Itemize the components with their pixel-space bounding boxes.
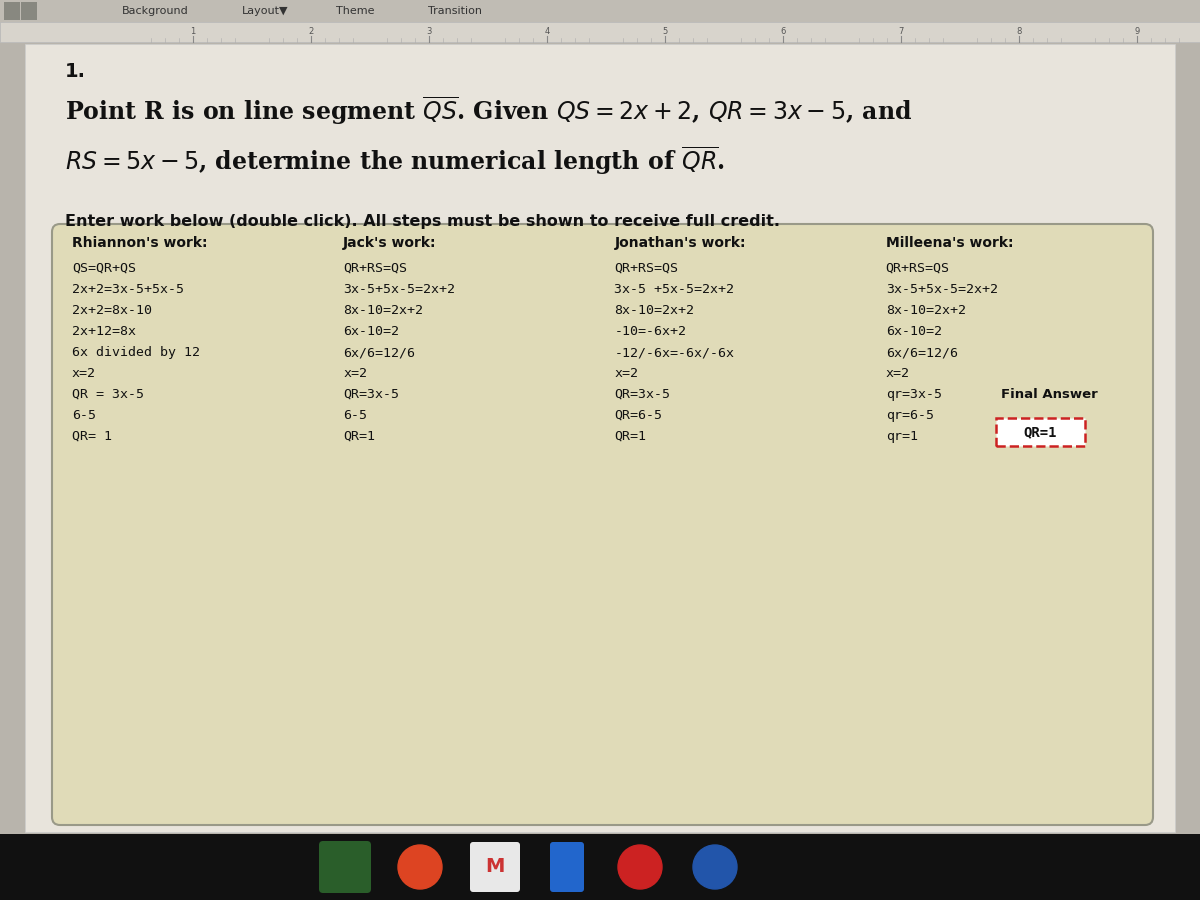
Text: x=2: x=2 <box>614 367 638 380</box>
Text: Enter work below (double click). All steps must be shown to receive full credit.: Enter work below (double click). All ste… <box>65 214 780 229</box>
Text: 2x+2=8x-10: 2x+2=8x-10 <box>72 304 152 317</box>
Text: 3x-5+5x-5=2x+2: 3x-5+5x-5=2x+2 <box>886 283 997 296</box>
FancyBboxPatch shape <box>470 842 520 892</box>
Text: QS=QR+QS: QS=QR+QS <box>72 262 136 275</box>
Text: QR=3x-5: QR=3x-5 <box>343 388 400 401</box>
Text: QR=3x-5: QR=3x-5 <box>614 388 671 401</box>
Text: 1.: 1. <box>65 62 86 81</box>
Text: Background: Background <box>121 6 188 16</box>
Text: -10=-6x+2: -10=-6x+2 <box>614 325 686 338</box>
FancyBboxPatch shape <box>319 841 371 893</box>
Text: -12/-6x=-6x/-6x: -12/-6x=-6x/-6x <box>614 346 734 359</box>
Text: 9: 9 <box>1134 26 1140 35</box>
Text: qr=3x-5: qr=3x-5 <box>886 388 942 401</box>
Text: Jack's work:: Jack's work: <box>343 236 437 250</box>
Text: Jonathan's work:: Jonathan's work: <box>614 236 746 250</box>
Text: 6: 6 <box>780 26 786 35</box>
FancyBboxPatch shape <box>0 22 1200 42</box>
Text: Layout▼: Layout▼ <box>241 6 288 16</box>
Text: x=2: x=2 <box>343 367 367 380</box>
FancyBboxPatch shape <box>0 0 1200 22</box>
Text: 3x-5+5x-5=2x+2: 3x-5+5x-5=2x+2 <box>343 283 455 296</box>
FancyBboxPatch shape <box>22 2 37 20</box>
Text: Point R is on line segment $\overline{QS}$. Given $QS = 2x+2$, $QR = 3x-5$, and: Point R is on line segment $\overline{QS… <box>65 94 912 127</box>
Text: QR=1: QR=1 <box>343 430 376 443</box>
Text: 6x-10=2: 6x-10=2 <box>343 325 400 338</box>
Text: $RS = 5x-5$, determine the numerical length of $\overline{QR}$.: $RS = 5x-5$, determine the numerical len… <box>65 144 725 176</box>
Text: 8: 8 <box>1016 26 1021 35</box>
Text: 3x-5 +5x-5=2x+2: 3x-5 +5x-5=2x+2 <box>614 283 734 296</box>
Text: 6-5: 6-5 <box>343 409 367 422</box>
FancyBboxPatch shape <box>550 842 584 892</box>
Text: 8x-10=2x+2: 8x-10=2x+2 <box>886 304 966 317</box>
Text: QR+RS=QS: QR+RS=QS <box>886 262 949 275</box>
Text: 4: 4 <box>545 26 550 35</box>
FancyBboxPatch shape <box>996 418 1085 446</box>
Text: qr=6-5: qr=6-5 <box>886 409 934 422</box>
Text: QR=1: QR=1 <box>1024 425 1057 439</box>
FancyBboxPatch shape <box>0 834 1200 900</box>
Text: x=2: x=2 <box>886 367 910 380</box>
Text: 6x/6=12/6: 6x/6=12/6 <box>886 346 958 359</box>
Circle shape <box>398 845 442 889</box>
FancyBboxPatch shape <box>52 224 1153 825</box>
Text: 1: 1 <box>191 26 196 35</box>
Text: 3: 3 <box>426 26 432 35</box>
Circle shape <box>694 845 737 889</box>
Text: 8x-10=2x+2: 8x-10=2x+2 <box>343 304 424 317</box>
Text: 2x+2=3x-5+5x-5: 2x+2=3x-5+5x-5 <box>72 283 184 296</box>
Text: 2x+12=8x: 2x+12=8x <box>72 325 136 338</box>
Text: Final Answer: Final Answer <box>1001 388 1098 401</box>
Text: QR = 3x-5: QR = 3x-5 <box>72 388 144 401</box>
Text: 6-5: 6-5 <box>72 409 96 422</box>
Text: QR=1: QR=1 <box>614 430 647 443</box>
Text: Theme: Theme <box>336 6 374 16</box>
Text: Rhiannon's work:: Rhiannon's work: <box>72 236 208 250</box>
Text: QR+RS=QS: QR+RS=QS <box>343 262 407 275</box>
Text: 2: 2 <box>308 26 313 35</box>
FancyBboxPatch shape <box>25 44 1175 832</box>
Text: QR+RS=QS: QR+RS=QS <box>614 262 678 275</box>
Text: 6x-10=2: 6x-10=2 <box>886 325 942 338</box>
Text: 6x divided by 12: 6x divided by 12 <box>72 346 200 359</box>
Text: 5: 5 <box>662 26 667 35</box>
Text: 8x-10=2x+2: 8x-10=2x+2 <box>614 304 695 317</box>
Text: Milleena's work:: Milleena's work: <box>886 236 1013 250</box>
Text: 6x/6=12/6: 6x/6=12/6 <box>343 346 415 359</box>
Text: M: M <box>485 858 505 877</box>
Text: QR= 1: QR= 1 <box>72 430 112 443</box>
Text: Transition: Transition <box>428 6 482 16</box>
Text: qr=1: qr=1 <box>886 430 918 443</box>
Circle shape <box>618 845 662 889</box>
FancyBboxPatch shape <box>4 2 20 20</box>
Text: x=2: x=2 <box>72 367 96 380</box>
Text: 7: 7 <box>899 26 904 35</box>
Text: QR=6-5: QR=6-5 <box>614 409 662 422</box>
